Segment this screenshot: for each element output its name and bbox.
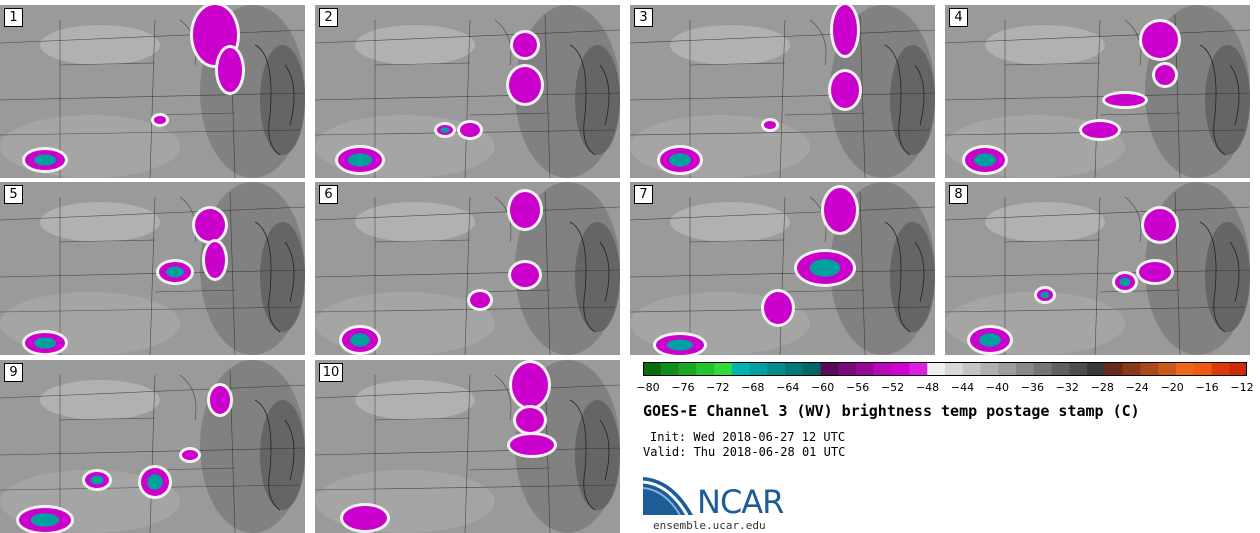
panel-number-label: 1 xyxy=(4,8,23,27)
colorbar-swatch xyxy=(1175,362,1195,376)
colorbar-swatch xyxy=(1104,362,1124,376)
panel-number-label: 4 xyxy=(949,8,968,27)
panel-number-label: 9 xyxy=(4,363,23,382)
colorbar-swatch xyxy=(820,362,839,376)
colorbar-swatch xyxy=(1140,362,1159,376)
colorbar-tick-label: −20 xyxy=(1160,381,1184,394)
member-panel-7: 7 xyxy=(630,182,935,355)
colorbar-swatch xyxy=(945,362,964,376)
colorbar-swatch xyxy=(678,362,697,376)
colorbar-swatch xyxy=(1051,362,1070,376)
colorbar-tick-label: −68 xyxy=(741,381,765,394)
colorbar-swatch xyxy=(696,362,715,376)
colorbar-swatch xyxy=(749,362,768,376)
member-panel-1: 1 xyxy=(0,5,305,178)
colorbar-swatch xyxy=(643,362,662,376)
colorbar-swatch xyxy=(962,362,982,376)
wv-map xyxy=(630,182,935,355)
member-panel-5: 5 xyxy=(0,182,305,355)
ncar-logo-icon xyxy=(643,477,693,516)
panel-number-label: 7 xyxy=(634,185,653,204)
wv-map xyxy=(315,360,620,533)
wv-map xyxy=(0,182,305,355)
colorbar-swatch xyxy=(1211,362,1230,376)
colorbar-tick-label: −28 xyxy=(1090,381,1114,394)
member-panel-4: 4 xyxy=(945,5,1250,178)
colorbar-swatch xyxy=(802,362,822,376)
colorbar-swatch xyxy=(1193,362,1212,376)
member-panel-2: 2 xyxy=(315,5,620,178)
colorbar-swatch xyxy=(1016,362,1035,376)
member-panel-3: 3 xyxy=(630,5,935,178)
colorbar-tick-label: −16 xyxy=(1195,381,1219,394)
wv-map xyxy=(945,5,1250,178)
wv-map xyxy=(315,5,620,178)
colorbar-tick-label: −40 xyxy=(985,381,1010,394)
colorbar-tick-label: −52 xyxy=(880,381,905,394)
colorbar-tick-label: −24 xyxy=(1125,381,1149,394)
panel-number-label: 3 xyxy=(634,8,653,27)
colorbar-tick-label: −80 xyxy=(636,381,660,394)
colorbar-tick-label: −44 xyxy=(950,381,975,394)
panel-number-label: 5 xyxy=(4,185,23,204)
colorbar-tick-label: −36 xyxy=(1020,381,1044,394)
colorbar-tick-label: −76 xyxy=(671,381,695,394)
colorbar-tick-label: −64 xyxy=(776,381,800,394)
colorbar-tick-label: −60 xyxy=(811,381,835,394)
colorbar-tick-label: −12 xyxy=(1230,381,1254,394)
colorbar-swatch xyxy=(927,362,946,376)
colorbar-swatch xyxy=(1122,362,1141,376)
figure-title: GOES-E Channel 3 (WV) brightness temp po… xyxy=(643,402,1140,420)
colorbar-swatch xyxy=(998,362,1017,376)
colorbar-swatch xyxy=(838,362,857,376)
init-time: Init: Wed 2018-06-27 12 UTC xyxy=(650,430,846,444)
colorbar-swatch xyxy=(873,362,893,376)
panel-number-label: 10 xyxy=(319,363,343,382)
colorbar-swatch xyxy=(731,362,751,376)
wv-map xyxy=(630,5,935,178)
colorbar-swatch xyxy=(1158,362,1177,376)
colorbar-tick-label: −56 xyxy=(846,381,870,394)
ensemble-url: ensemble.ucar.edu xyxy=(653,519,766,532)
colorbar-swatch xyxy=(785,362,804,376)
valid-time: Valid: Thu 2018-06-28 01 UTC xyxy=(643,445,846,459)
wv-map xyxy=(0,360,305,533)
colorbar-swatch xyxy=(1229,362,1247,376)
wv-map xyxy=(0,5,305,178)
colorbar-swatch xyxy=(1087,362,1106,376)
colorbar-tick-label: −32 xyxy=(1055,381,1079,394)
colorbar-swatch xyxy=(1033,362,1053,376)
member-panel-10: 10 xyxy=(315,360,620,533)
panel-number-label: 2 xyxy=(319,8,338,27)
colorbar-swatch xyxy=(856,362,875,376)
panel-number-label: 8 xyxy=(949,185,968,204)
wv-map xyxy=(945,182,1250,355)
colorbar-swatch xyxy=(714,362,733,376)
colorbar-tick-label: −72 xyxy=(706,381,730,394)
colorbar-swatch xyxy=(909,362,928,376)
colorbar-swatch xyxy=(660,362,680,376)
colorbar-swatch xyxy=(980,362,999,376)
ncar-logo-text: NCAR xyxy=(697,483,784,521)
colorbar-tick-label: −48 xyxy=(915,381,940,394)
colorbar xyxy=(643,362,1247,376)
colorbar-swatch xyxy=(767,362,786,376)
panel-number-label: 6 xyxy=(319,185,338,204)
member-panel-8: 8 xyxy=(945,182,1250,355)
member-panel-6: 6 xyxy=(315,182,620,355)
colorbar-swatch xyxy=(1069,362,1088,376)
wv-map xyxy=(315,182,620,355)
member-panel-9: 9 xyxy=(0,360,305,533)
colorbar-swatch xyxy=(891,362,910,376)
